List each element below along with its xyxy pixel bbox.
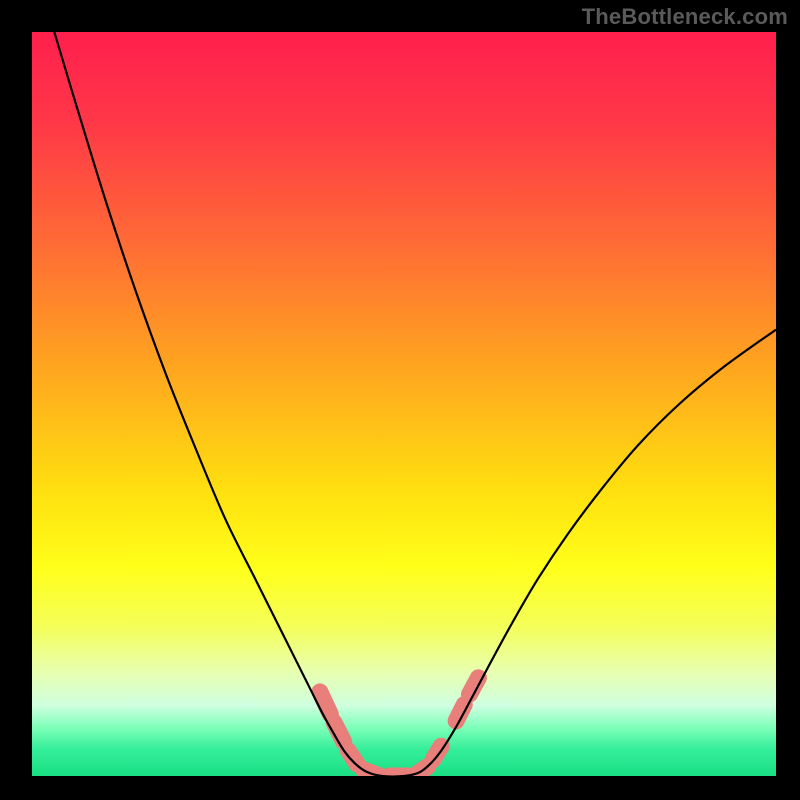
watermark-label: TheBottleneck.com — [582, 4, 788, 30]
bottleneck-chart-svg — [32, 32, 776, 776]
gradient-background — [32, 32, 776, 776]
plot-area — [32, 32, 776, 776]
chart-root: TheBottleneck.com — [0, 0, 800, 800]
